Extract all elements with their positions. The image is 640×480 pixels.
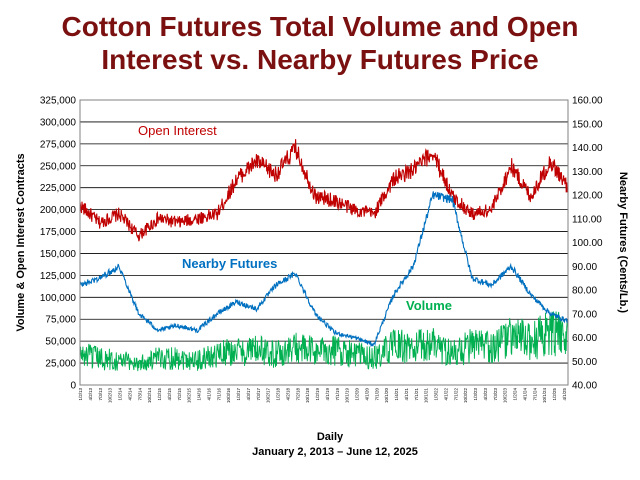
x-tick-label: 1/2/25 <box>552 388 557 401</box>
x-tick-label: 7/1/21 <box>414 388 419 401</box>
x-tick-label: 4/2/18 <box>285 388 290 401</box>
x-tick-label: 1/4/21 <box>394 388 399 401</box>
x-tick-label: 10/1/21 <box>424 388 429 404</box>
x-tick-label: 1/3/22 <box>434 388 439 401</box>
series-line-open-interest <box>79 139 569 242</box>
x-tick-label: 1/4/16 <box>197 388 202 401</box>
x-tick-label: 10/1/20 <box>384 388 389 404</box>
y-right-tick-label: 40.00 <box>572 381 597 392</box>
left-axis-ticks: 0 25,000 50,000 75,000 100,000 125,000 150,000… <box>40 96 77 392</box>
y-axis-left-label: Volume & Open Interest Contracts <box>15 153 27 331</box>
series-line-nearby-futures <box>79 191 569 348</box>
y-right-tick-label: 160.00 <box>572 96 603 107</box>
x-tick-label: 1/2/20 <box>355 388 360 401</box>
y-axis-right-label: Nearby Futures (Cents/Lb.) <box>617 172 629 314</box>
y-left-tick-label: 175,000 <box>40 227 77 238</box>
x-tick-label: 7/1/22 <box>453 388 458 401</box>
title-line-2: Interest vs. Nearby Futures Price <box>101 44 539 75</box>
x-tick-label: 1/3/17 <box>236 388 241 401</box>
x-tick-label: 7/1/19 <box>335 388 340 401</box>
plot-frame <box>79 99 569 386</box>
x-tick-label: 7/3/17 <box>256 388 261 401</box>
x-tick-label: 4/1/20 <box>364 388 369 401</box>
y-right-tick-label: 50.00 <box>572 357 597 368</box>
y-right-tick-label: 60.00 <box>572 333 597 344</box>
y-right-tick-label: 100.00 <box>572 238 603 249</box>
y-right-tick-label: 120.00 <box>572 191 603 202</box>
series-line-volume <box>79 311 569 372</box>
y-left-tick-label: 325,000 <box>40 96 77 107</box>
series-label-volume: Volume <box>406 298 452 313</box>
y-right-tick-label: 130.00 <box>572 167 603 178</box>
x-tick-label: 1/2/13 <box>78 388 83 401</box>
y-left-tick-label: 25,000 <box>45 359 76 370</box>
x-tick-label: 7/1/20 <box>374 388 379 401</box>
x-axis-ticks: 1/2/13 4/2/13 7/3/13 10/2/13 1/2/14 4/2/14 7/3… <box>78 388 567 404</box>
x-tick-label: 4/1/21 <box>404 388 409 401</box>
x-tick-label: 4/1/19 <box>325 388 330 401</box>
y-left-tick-label: 75,000 <box>45 315 76 326</box>
y-right-tick-label: 90.00 <box>572 262 597 273</box>
x-tick-label: 4/2/13 <box>88 388 93 401</box>
x-tick-label: 10/3/16 <box>226 388 231 404</box>
x-tick-label: 4/1/25 <box>562 388 567 401</box>
x-tick-label: 10/1/18 <box>305 388 310 404</box>
x-tick-label: 10/2/13 <box>108 388 113 404</box>
x-tick-label: 1/2/14 <box>118 388 123 401</box>
x-tick-label: 10/1/19 <box>345 388 350 404</box>
x-tick-label: 7/3/13 <box>98 388 103 401</box>
series-label-open-interest: Open Interest <box>138 123 217 138</box>
x-tick-label: 4/1/24 <box>522 388 527 401</box>
x-tick-label: 7/2/15 <box>177 388 182 401</box>
grid-lines <box>80 99 568 386</box>
x-tick-label: 4/3/23 <box>483 388 488 401</box>
x-tick-label: 7/1/24 <box>532 388 537 401</box>
x-tick-label: 1/2/24 <box>513 388 518 401</box>
x-tick-label: 7/1/16 <box>216 388 221 401</box>
x-tick-label: 1/2/18 <box>276 388 281 401</box>
x-tick-label: 10/2/15 <box>187 388 192 404</box>
x-axis-label: Daily <box>317 431 344 443</box>
x-tick-label: 7/3/14 <box>137 388 142 401</box>
x-tick-label: 4/3/17 <box>246 388 251 401</box>
title-line-1: Cotton Futures Total Volume and Open <box>61 11 579 42</box>
y-left-tick-label: 275,000 <box>40 139 77 150</box>
date-range-label: January 2, 2013 – June 12, 2025 <box>252 446 418 458</box>
x-tick-label: 4/1/22 <box>443 388 448 401</box>
y-left-tick-label: 150,000 <box>40 249 77 260</box>
x-tick-label: 4/2/15 <box>167 388 172 401</box>
x-tick-label: 4/2/14 <box>127 388 132 401</box>
x-tick-label: 1/3/23 <box>473 388 478 401</box>
x-tick-label: 10/1/24 <box>542 388 547 404</box>
x-tick-label: 1/2/19 <box>315 388 320 401</box>
y-left-tick-label: 250,000 <box>40 161 77 172</box>
x-tick-label: 10/3/22 <box>463 388 468 404</box>
y-left-tick-label: 200,000 <box>40 205 77 216</box>
y-left-tick-label: 300,000 <box>40 117 77 128</box>
x-tick-label: 10/2/17 <box>266 388 271 404</box>
y-right-tick-label: 80.00 <box>572 286 597 297</box>
x-tick-label: 10/2/14 <box>147 388 152 404</box>
y-left-tick-label: 0 <box>70 381 76 392</box>
y-right-tick-label: 110.00 <box>572 214 602 225</box>
right-axis-ticks: 40.00 50.00 60.00 70.00 80.00 90.00 100.00 110.… <box>572 96 603 392</box>
x-tick-label: 4/1/16 <box>206 388 211 401</box>
y-right-tick-label: 150.00 <box>572 119 603 130</box>
y-left-tick-label: 50,000 <box>45 337 76 348</box>
chart-title: Cotton Futures Total Volume and Open Int… <box>0 10 640 76</box>
x-tick-label: 7/3/23 <box>493 388 498 401</box>
x-tick-label: 10/2/23 <box>503 388 508 404</box>
y-right-tick-label: 70.00 <box>572 309 597 320</box>
y-left-tick-label: 100,000 <box>40 293 77 304</box>
x-tick-label: 7/2/18 <box>295 388 300 401</box>
series-lines <box>79 139 569 372</box>
y-left-tick-label: 125,000 <box>40 271 77 282</box>
series-label-nearby-futures: Nearby Futures <box>182 256 277 271</box>
y-left-tick-label: 225,000 <box>40 183 77 194</box>
y-right-tick-label: 140.00 <box>572 143 603 154</box>
x-tick-label: 1/2/15 <box>157 388 162 401</box>
